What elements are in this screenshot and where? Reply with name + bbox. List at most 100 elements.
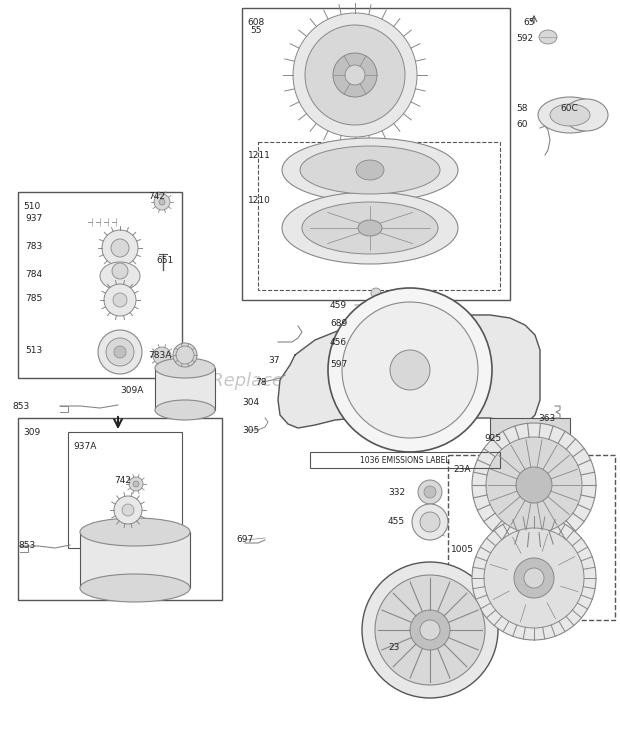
Text: 742: 742 (114, 476, 131, 485)
Text: 78: 78 (255, 377, 267, 386)
Text: 925: 925 (484, 434, 501, 443)
Text: 456: 456 (330, 337, 347, 346)
Ellipse shape (100, 262, 140, 290)
Circle shape (153, 347, 171, 365)
Circle shape (106, 338, 134, 366)
Circle shape (371, 288, 381, 298)
Bar (258, 142, 500, 290)
Circle shape (114, 346, 126, 358)
Circle shape (111, 239, 129, 257)
Circle shape (424, 486, 436, 498)
Circle shape (360, 317, 376, 333)
Circle shape (514, 558, 554, 598)
Text: 689: 689 (330, 318, 347, 328)
Circle shape (418, 480, 442, 504)
Circle shape (154, 194, 170, 210)
Circle shape (112, 263, 128, 279)
Text: 937: 937 (25, 214, 42, 223)
Circle shape (293, 13, 417, 137)
Ellipse shape (550, 104, 590, 126)
Ellipse shape (302, 202, 438, 254)
Circle shape (472, 516, 596, 640)
Circle shape (114, 496, 142, 524)
Circle shape (104, 284, 136, 316)
Circle shape (345, 65, 365, 85)
Text: 1036 EMISSIONS LABEL: 1036 EMISSIONS LABEL (360, 456, 450, 465)
Text: 455: 455 (388, 517, 405, 526)
Text: 58: 58 (516, 104, 528, 112)
Text: 309A: 309A (120, 386, 143, 394)
Bar (80, 532, 190, 588)
Bar (448, 455, 615, 620)
Text: 1211: 1211 (248, 150, 271, 160)
Circle shape (113, 293, 127, 307)
Bar (490, 418, 570, 440)
Text: 304: 304 (242, 397, 259, 406)
Circle shape (410, 610, 450, 650)
Circle shape (420, 512, 440, 532)
Circle shape (484, 528, 584, 628)
Text: 23A: 23A (453, 465, 471, 474)
Text: 783A: 783A (148, 351, 171, 360)
Circle shape (486, 437, 582, 533)
Circle shape (305, 25, 405, 125)
Text: 459: 459 (330, 300, 347, 309)
Text: 651: 651 (156, 255, 173, 264)
Circle shape (342, 302, 478, 438)
Text: 783: 783 (25, 241, 42, 251)
Text: 785: 785 (25, 294, 42, 303)
Text: 60: 60 (516, 119, 528, 129)
Circle shape (362, 562, 498, 698)
Ellipse shape (282, 192, 458, 264)
Text: 742: 742 (148, 192, 165, 201)
Text: 697: 697 (236, 536, 253, 545)
Text: 1005: 1005 (451, 545, 474, 554)
Text: 608: 608 (247, 18, 264, 27)
Circle shape (375, 575, 485, 685)
Text: 309: 309 (23, 428, 40, 437)
Bar (68, 432, 182, 548)
Text: 23: 23 (388, 644, 399, 653)
Text: 853: 853 (12, 402, 29, 411)
Circle shape (98, 330, 142, 374)
Ellipse shape (564, 99, 608, 131)
Circle shape (472, 423, 596, 547)
Polygon shape (278, 315, 540, 428)
Circle shape (356, 335, 376, 355)
Circle shape (516, 467, 552, 503)
Ellipse shape (539, 30, 557, 44)
Circle shape (328, 288, 492, 452)
Bar (242, 8, 510, 300)
Bar (18, 418, 222, 600)
Ellipse shape (358, 220, 382, 236)
Text: 65: 65 (523, 18, 534, 27)
Text: 510: 510 (23, 202, 40, 211)
Ellipse shape (282, 138, 458, 202)
Circle shape (129, 477, 143, 491)
Text: 597: 597 (330, 360, 347, 369)
Ellipse shape (538, 97, 602, 133)
Text: 305: 305 (242, 425, 259, 434)
Ellipse shape (80, 574, 190, 602)
Circle shape (390, 350, 430, 390)
Circle shape (173, 343, 197, 367)
Text: 853: 853 (18, 542, 35, 551)
Ellipse shape (300, 146, 440, 194)
Text: eReplacementParts.com: eReplacementParts.com (200, 372, 420, 390)
Ellipse shape (155, 400, 215, 420)
Bar (18, 192, 182, 378)
Text: 1210: 1210 (248, 195, 271, 204)
Circle shape (362, 341, 370, 349)
Circle shape (364, 321, 372, 329)
Circle shape (102, 230, 138, 266)
Circle shape (359, 359, 373, 373)
Circle shape (412, 504, 448, 540)
Text: 513: 513 (25, 346, 42, 354)
Text: 592: 592 (516, 33, 533, 42)
Circle shape (176, 346, 194, 364)
Text: 332: 332 (388, 488, 405, 497)
Ellipse shape (356, 160, 384, 180)
Text: 55: 55 (250, 25, 262, 35)
Circle shape (122, 504, 134, 516)
Text: 937A: 937A (73, 442, 96, 451)
